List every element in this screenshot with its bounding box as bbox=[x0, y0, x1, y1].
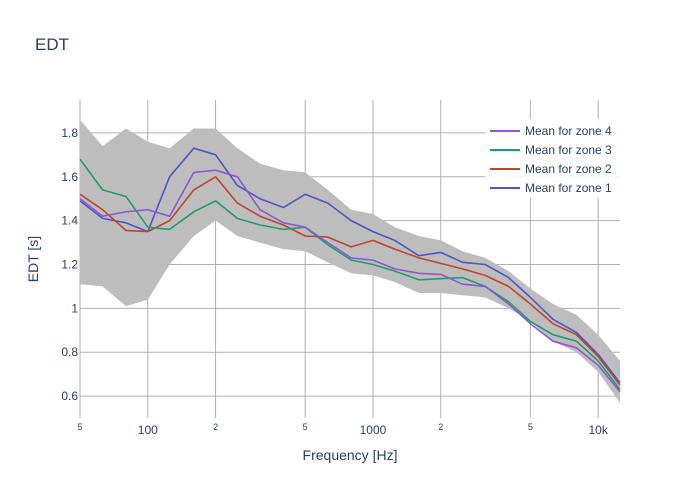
x-tick-label: 5 bbox=[528, 422, 533, 432]
legend-item[interactable]: Mean for zone 2 bbox=[490, 162, 612, 176]
series-lines bbox=[79, 147, 621, 393]
y-tick-label: 0.6 bbox=[61, 389, 78, 403]
chart-title: EDT bbox=[35, 35, 69, 54]
legend-item[interactable]: Mean for zone 4 bbox=[490, 124, 612, 138]
range-band bbox=[80, 119, 620, 403]
x-tick-label: 5 bbox=[303, 422, 308, 432]
y-tick-label: 1.2 bbox=[61, 257, 78, 271]
x-axis-ticks: 5 100 2 5 1000 2 5 10k bbox=[77, 422, 608, 437]
series-line-mean-for-zone-1 bbox=[79, 147, 621, 384]
y-tick-label: 1 bbox=[71, 301, 78, 315]
y-tick-label: 0.8 bbox=[61, 345, 78, 359]
x-tick-label: 5 bbox=[77, 422, 82, 432]
x-tick-label: 2 bbox=[213, 422, 218, 432]
series-line-mean-for-zone-2 bbox=[79, 176, 621, 386]
x-tick-label: 100 bbox=[138, 423, 158, 437]
legend-item[interactable]: Mean for zone 3 bbox=[490, 143, 612, 157]
series-line-mean-for-zone-4 bbox=[79, 169, 621, 393]
series-line-mean-for-zone-3 bbox=[79, 158, 621, 390]
legend-item[interactable]: Mean for zone 1 bbox=[490, 181, 612, 195]
y-axis-ticks: 0.6 0.8 1 1.2 1.4 1.6 1.8 bbox=[61, 126, 78, 403]
legend-label: Mean for zone 3 bbox=[525, 143, 612, 157]
y-tick-label: 1.8 bbox=[61, 126, 78, 140]
legend-background bbox=[485, 119, 620, 198]
y-tick-label: 1.6 bbox=[61, 170, 78, 184]
legend[interactable]: Mean for zone 4 Mean for zone 3 Mean for z… bbox=[485, 119, 620, 198]
legend-label: Mean for zone 2 bbox=[525, 162, 612, 176]
x-tick-label: 10k bbox=[588, 423, 608, 437]
legend-label: Mean for zone 1 bbox=[525, 181, 612, 195]
x-tick-label: 1000 bbox=[360, 423, 387, 437]
legend-label: Mean for zone 4 bbox=[525, 124, 612, 138]
y-tick-label: 1.4 bbox=[61, 214, 78, 228]
x-axis-title: Frequency [Hz] bbox=[303, 447, 398, 463]
min-max-band bbox=[80, 119, 620, 403]
x-tick-label: 2 bbox=[438, 422, 443, 432]
y-axis-title: EDT [s] bbox=[25, 236, 41, 282]
